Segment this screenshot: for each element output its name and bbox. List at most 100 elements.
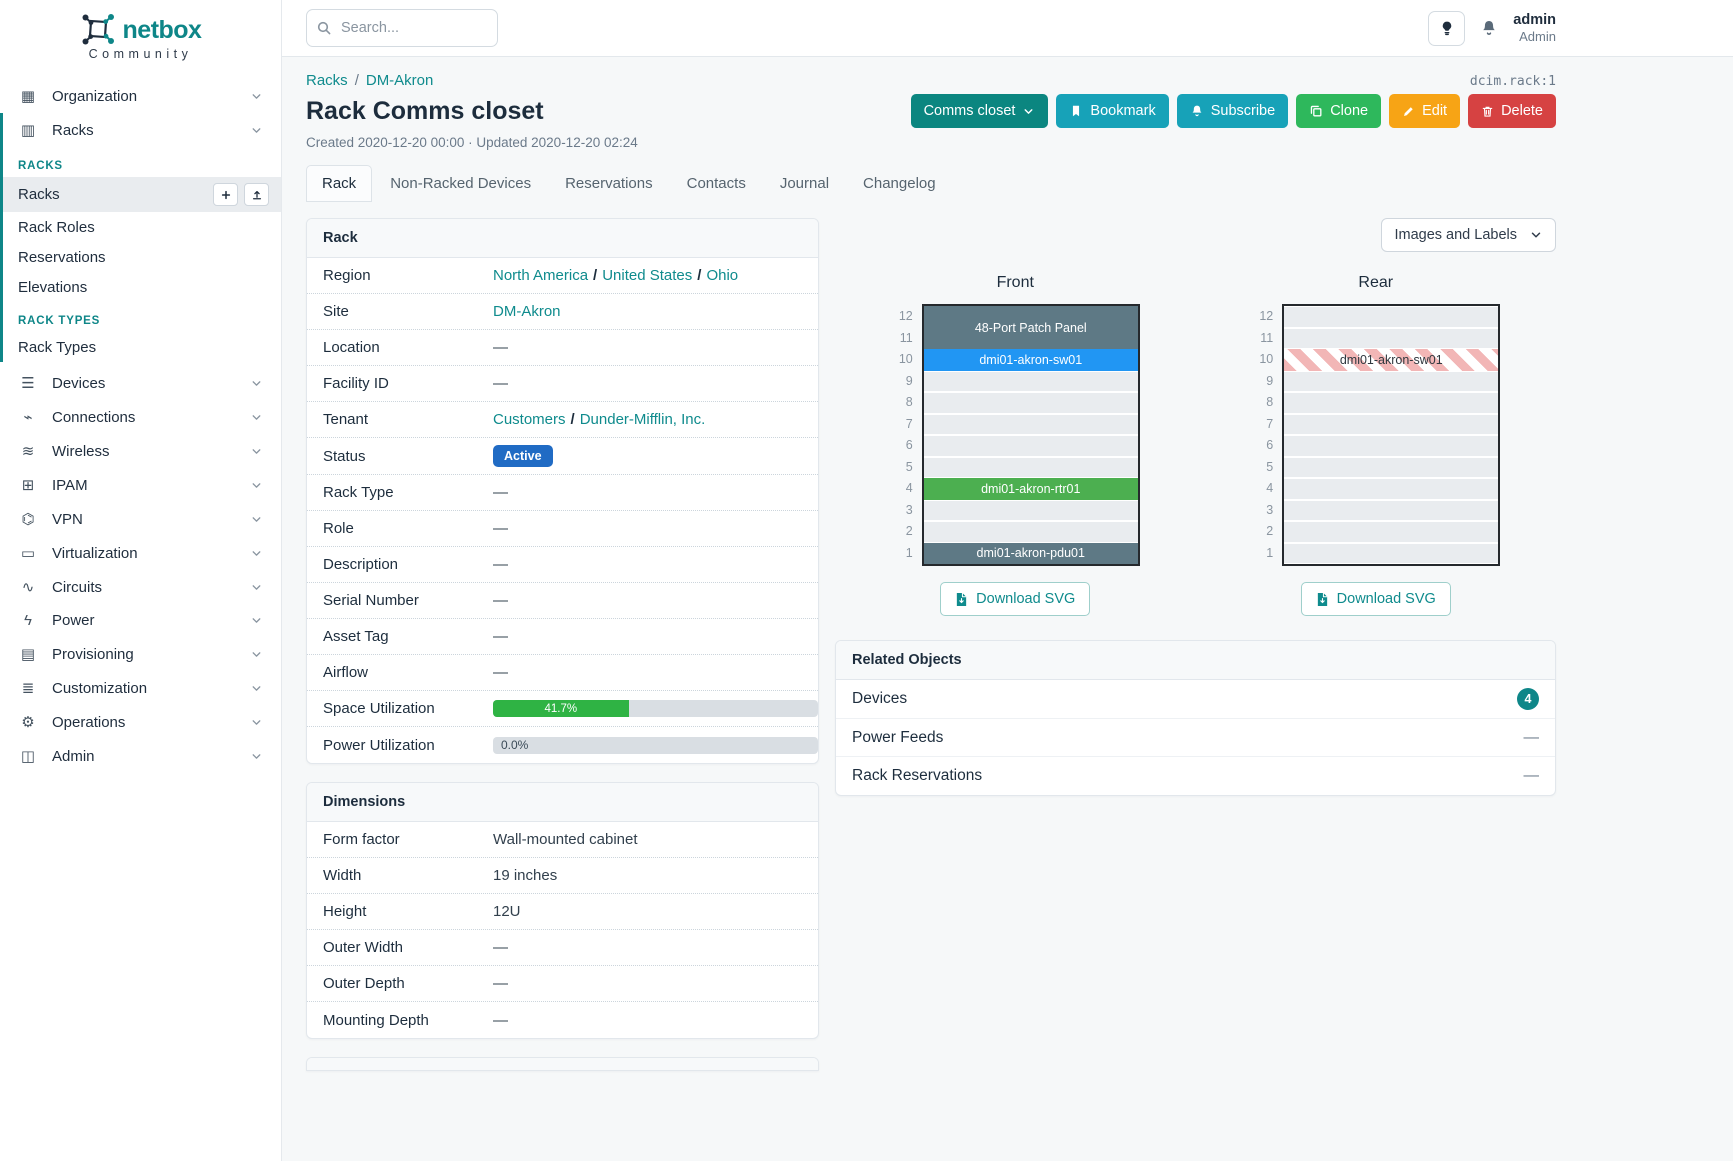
sidebar-item-operations[interactable]: ⚙ Operations xyxy=(0,705,281,739)
copy-icon xyxy=(1309,104,1323,118)
sidebar-item-organization[interactable]: ▦ Organization xyxy=(0,79,281,113)
sidebar-section-header: RACK TYPES xyxy=(18,315,101,327)
chevron-down-icon xyxy=(250,479,263,492)
sidebar-link-elevations[interactable]: Elevations xyxy=(3,272,281,302)
sidebar-item-label: Virtualization xyxy=(52,544,138,562)
empty-unit-slot[interactable] xyxy=(923,435,1138,457)
download-svg-button[interactable]: Download SVG xyxy=(940,582,1091,616)
attribute-row: Rack Type — xyxy=(307,475,818,511)
user-menu[interactable]: admin Admin xyxy=(1513,12,1556,45)
attribute-label: Form factor xyxy=(323,831,400,848)
empty-unit-slot[interactable] xyxy=(1284,478,1499,500)
empty-unit-slot[interactable] xyxy=(1284,500,1499,522)
edit-button[interactable]: Edit xyxy=(1389,94,1461,128)
download-svg-button[interactable]: Download SVG xyxy=(1300,582,1451,616)
sidebar-link-rack-roles[interactable]: Rack Roles xyxy=(3,212,281,242)
button-label: Bookmark xyxy=(1090,103,1156,119)
tab-rack[interactable]: Rack xyxy=(306,165,373,202)
empty-unit-slot[interactable] xyxy=(1284,435,1499,457)
import-button[interactable] xyxy=(244,183,269,206)
sidebar-item-virtualization[interactable]: ▭ Virtualization xyxy=(0,536,281,570)
tab-changelog[interactable]: Changelog xyxy=(863,175,936,192)
sidebar-item-connections[interactable]: ⌁ Connections xyxy=(0,400,281,434)
comms-closet-button[interactable]: Comms closet xyxy=(910,94,1049,128)
tab-journal[interactable]: Journal xyxy=(779,175,830,192)
value-link[interactable]: Customers xyxy=(493,411,566,428)
empty-unit-slot[interactable] xyxy=(923,457,1138,479)
value-link[interactable]: United States xyxy=(602,267,693,284)
sidebar-group-racks: ▥ Racks RACKS Racks Rack Roles Reservations El… xyxy=(0,113,281,362)
empty-unit-slot[interactable] xyxy=(1284,521,1499,543)
rack-unit-device[interactable]: 48-Port Patch Panel xyxy=(923,306,1138,349)
logo-block[interactable]: netbox Community xyxy=(0,0,281,69)
empty-unit-slot[interactable] xyxy=(923,371,1138,393)
empty-unit-slot[interactable] xyxy=(923,392,1138,414)
sidebar-item-provisioning[interactable]: ▤ Provisioning xyxy=(0,637,281,671)
value-text: — xyxy=(493,375,508,392)
attribute-label: Location xyxy=(323,339,380,356)
rack-unit-device[interactable]: dmi01-akron-sw01 xyxy=(1284,349,1499,371)
attribute-row: Mounting Depth — xyxy=(307,1002,818,1038)
sidebar-item-racks[interactable]: ▥ Racks xyxy=(3,113,281,147)
sidebar-item-vpn[interactable]: ⌬ VPN xyxy=(0,502,281,536)
bookmark-button[interactable]: Bookmark xyxy=(1056,94,1169,128)
attribute-row: Airflow — xyxy=(307,655,818,691)
sidebar-link-reservations[interactable]: Reservations xyxy=(3,242,281,272)
related-object-row[interactable]: Devices 4 xyxy=(836,680,1555,719)
breadcrumb-link[interactable]: Racks xyxy=(306,72,348,89)
download-svg-label: Download SVG xyxy=(1336,591,1436,607)
rack-unit-device[interactable]: dmi01-akron-sw01 xyxy=(923,349,1138,371)
sidebar-item-customization[interactable]: ≣ Customization xyxy=(0,671,281,705)
value-link[interactable]: Dunder-Mifflin, Inc. xyxy=(579,411,706,428)
sidebar-link-rack-types[interactable]: Rack Types xyxy=(3,332,281,362)
value-link[interactable]: DM-Akron xyxy=(493,303,561,320)
attribute-label: Site xyxy=(323,303,349,320)
attribute-label: Region xyxy=(323,267,371,284)
sidebar-item-wireless[interactable]: ≋ Wireless xyxy=(0,434,281,468)
page-title: Rack Comms closet xyxy=(306,96,544,125)
theme-toggle-button[interactable] xyxy=(1428,10,1466,46)
breadcrumb-link[interactable]: DM-Akron xyxy=(365,72,434,89)
sidebar-item-power[interactable]: ϟ Power xyxy=(0,604,281,637)
tab-reservations[interactable]: Reservations xyxy=(565,175,653,192)
unit-number: 3 xyxy=(1266,502,1274,517)
empty-unit-slot[interactable] xyxy=(1284,414,1499,436)
link-separator: / xyxy=(697,267,702,284)
value-link[interactable]: Ohio xyxy=(706,267,739,284)
subscribe-button[interactable]: Subscribe xyxy=(1176,94,1289,128)
sidebar-item-circuits[interactable]: ∿ Circuits xyxy=(0,570,281,604)
sidebar-item-devices[interactable]: ☰ Devices xyxy=(0,366,281,400)
rack-unit-device[interactable]: dmi01-akron-pdu01 xyxy=(923,542,1138,564)
related-object-row[interactable]: Rack Reservations — xyxy=(836,757,1555,795)
empty-unit-slot[interactable] xyxy=(923,414,1138,436)
delete-button[interactable]: Delete xyxy=(1468,94,1556,128)
sidebar-link-racks[interactable]: Racks xyxy=(3,177,281,212)
related-object-row[interactable]: Power Feeds — xyxy=(836,719,1555,757)
sidebar-item-ipam[interactable]: ⊞ IPAM xyxy=(0,468,281,502)
empty-unit-slot[interactable] xyxy=(1284,457,1499,479)
empty-unit-slot[interactable] xyxy=(1284,392,1499,414)
empty-unit-slot[interactable] xyxy=(1284,371,1499,393)
value-text: — xyxy=(493,1011,508,1029)
utilization-bar: 41.7% xyxy=(493,700,818,717)
empty-unit-slot[interactable] xyxy=(1284,306,1499,328)
empty-unit-slot[interactable] xyxy=(1284,328,1499,350)
images-and-labels-dropdown[interactable]: Images and Labels xyxy=(1381,218,1556,252)
left-column: Rack Region North America / United States / O… xyxy=(306,218,819,1071)
rack-unit-device[interactable]: dmi01-akron-rtr01 xyxy=(923,478,1138,500)
add-button[interactable] xyxy=(213,183,238,206)
tab-non-racked-devices[interactable]: Non-Racked Devices xyxy=(390,175,532,192)
empty-unit-slot[interactable] xyxy=(1284,543,1499,565)
tab-contacts[interactable]: Contacts xyxy=(686,175,746,192)
elevation-title: Front xyxy=(996,274,1034,291)
search-input[interactable] xyxy=(306,9,498,47)
notifications-button[interactable] xyxy=(1480,19,1498,37)
pencil-icon xyxy=(1402,105,1415,118)
empty-unit-slot[interactable] xyxy=(923,521,1138,543)
value-link[interactable]: North America xyxy=(493,267,589,284)
empty-unit-slot[interactable] xyxy=(923,500,1138,522)
sidebar-item-admin[interactable]: ◫ Admin xyxy=(0,739,281,773)
bell-icon xyxy=(1190,104,1204,118)
clone-button[interactable]: Clone xyxy=(1296,94,1382,128)
attribute-row: Role — xyxy=(307,511,818,547)
